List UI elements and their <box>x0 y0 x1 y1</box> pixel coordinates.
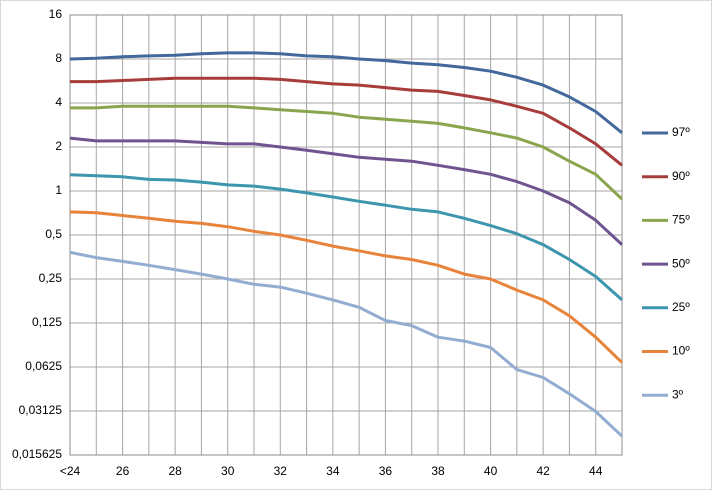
y-tick-label: 0,015625 <box>12 447 62 461</box>
x-tick-label: 44 <box>589 464 603 478</box>
x-tick-label: 28 <box>168 464 182 478</box>
series-line <box>69 250 624 438</box>
y-tick-label: 0,25 <box>39 271 63 285</box>
legend-label: 75º <box>672 213 690 227</box>
legend-label: 97º <box>672 125 690 139</box>
x-tick-label: 36 <box>379 464 393 478</box>
x-tick-label: 40 <box>484 464 498 478</box>
y-tick-label: 0,5 <box>45 227 62 241</box>
series-line <box>70 104 624 201</box>
y-tick-label: 8 <box>55 51 62 65</box>
legend-label: 3º <box>672 387 684 401</box>
legend-label: 25º <box>672 300 690 314</box>
series-line <box>69 173 623 302</box>
y-tick-label: 2 <box>55 139 62 153</box>
x-tick-label: 30 <box>221 464 235 478</box>
plot-border <box>69 14 623 456</box>
x-tick-label: 42 <box>536 464 550 478</box>
legend-label: 10º <box>672 344 690 358</box>
series-line <box>69 136 624 246</box>
y-tick-label: 0,03125 <box>19 403 63 417</box>
legend-label: 50º <box>672 256 690 270</box>
x-tick-label: 26 <box>116 464 130 478</box>
x-tick-label: <24 <box>60 464 81 478</box>
x-tick-label: 32 <box>274 464 288 478</box>
x-tick-label: 38 <box>431 464 445 478</box>
y-tick-label: 1 <box>55 183 62 197</box>
legend-label: 90º <box>672 169 690 183</box>
series-line <box>70 76 623 167</box>
y-tick-label: 4 <box>55 95 62 109</box>
series-line <box>69 210 624 364</box>
y-tick-label: 0,125 <box>32 315 62 329</box>
x-tick-label: 34 <box>326 464 340 478</box>
y-tick-label: 16 <box>49 7 63 21</box>
y-tick-label: 0,0625 <box>25 359 62 373</box>
series-line <box>69 51 623 134</box>
